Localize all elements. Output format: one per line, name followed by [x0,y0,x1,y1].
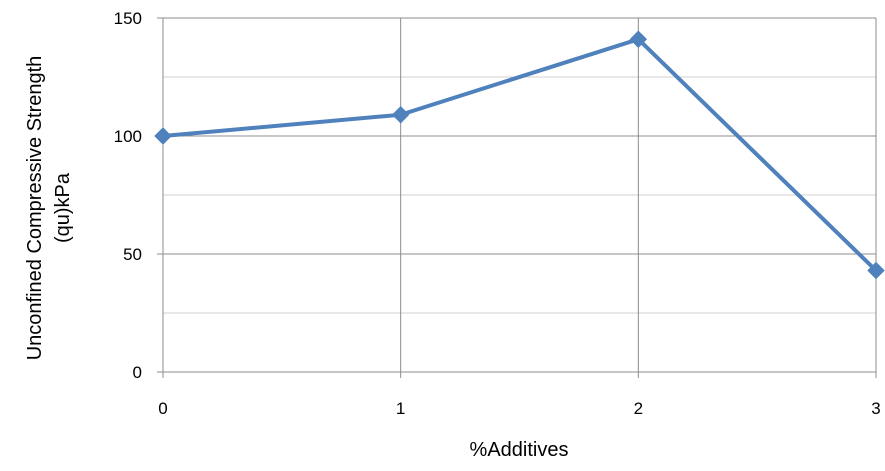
x-tick-label: 2 [634,399,643,418]
x-tick-label: 1 [396,399,405,418]
axes-layer [157,17,877,378]
y-tick-label: 0 [133,363,142,382]
data-point-marker [154,127,172,145]
y-tick-label: 150 [114,9,142,28]
data-point-marker [629,30,648,48]
series-line [161,37,878,273]
x-axis-title: %Additives [470,439,569,461]
y-tick-label: 50 [123,245,142,264]
data-point-marker [391,106,410,124]
y-axis-title-line2: (qu)kPa [52,172,74,243]
x-tick-label: 0 [158,399,167,418]
x-tick-label: 3 [871,399,880,418]
labels-layer: 0 50 100 150 0 1 2 3 [114,9,881,418]
y-tick-label: 100 [114,127,142,146]
series-layer [154,30,885,280]
data-point-marker [867,261,885,280]
y-axis-title-line1: Unconfined Compressive Strength [24,56,46,361]
grid-layer [163,17,877,372]
